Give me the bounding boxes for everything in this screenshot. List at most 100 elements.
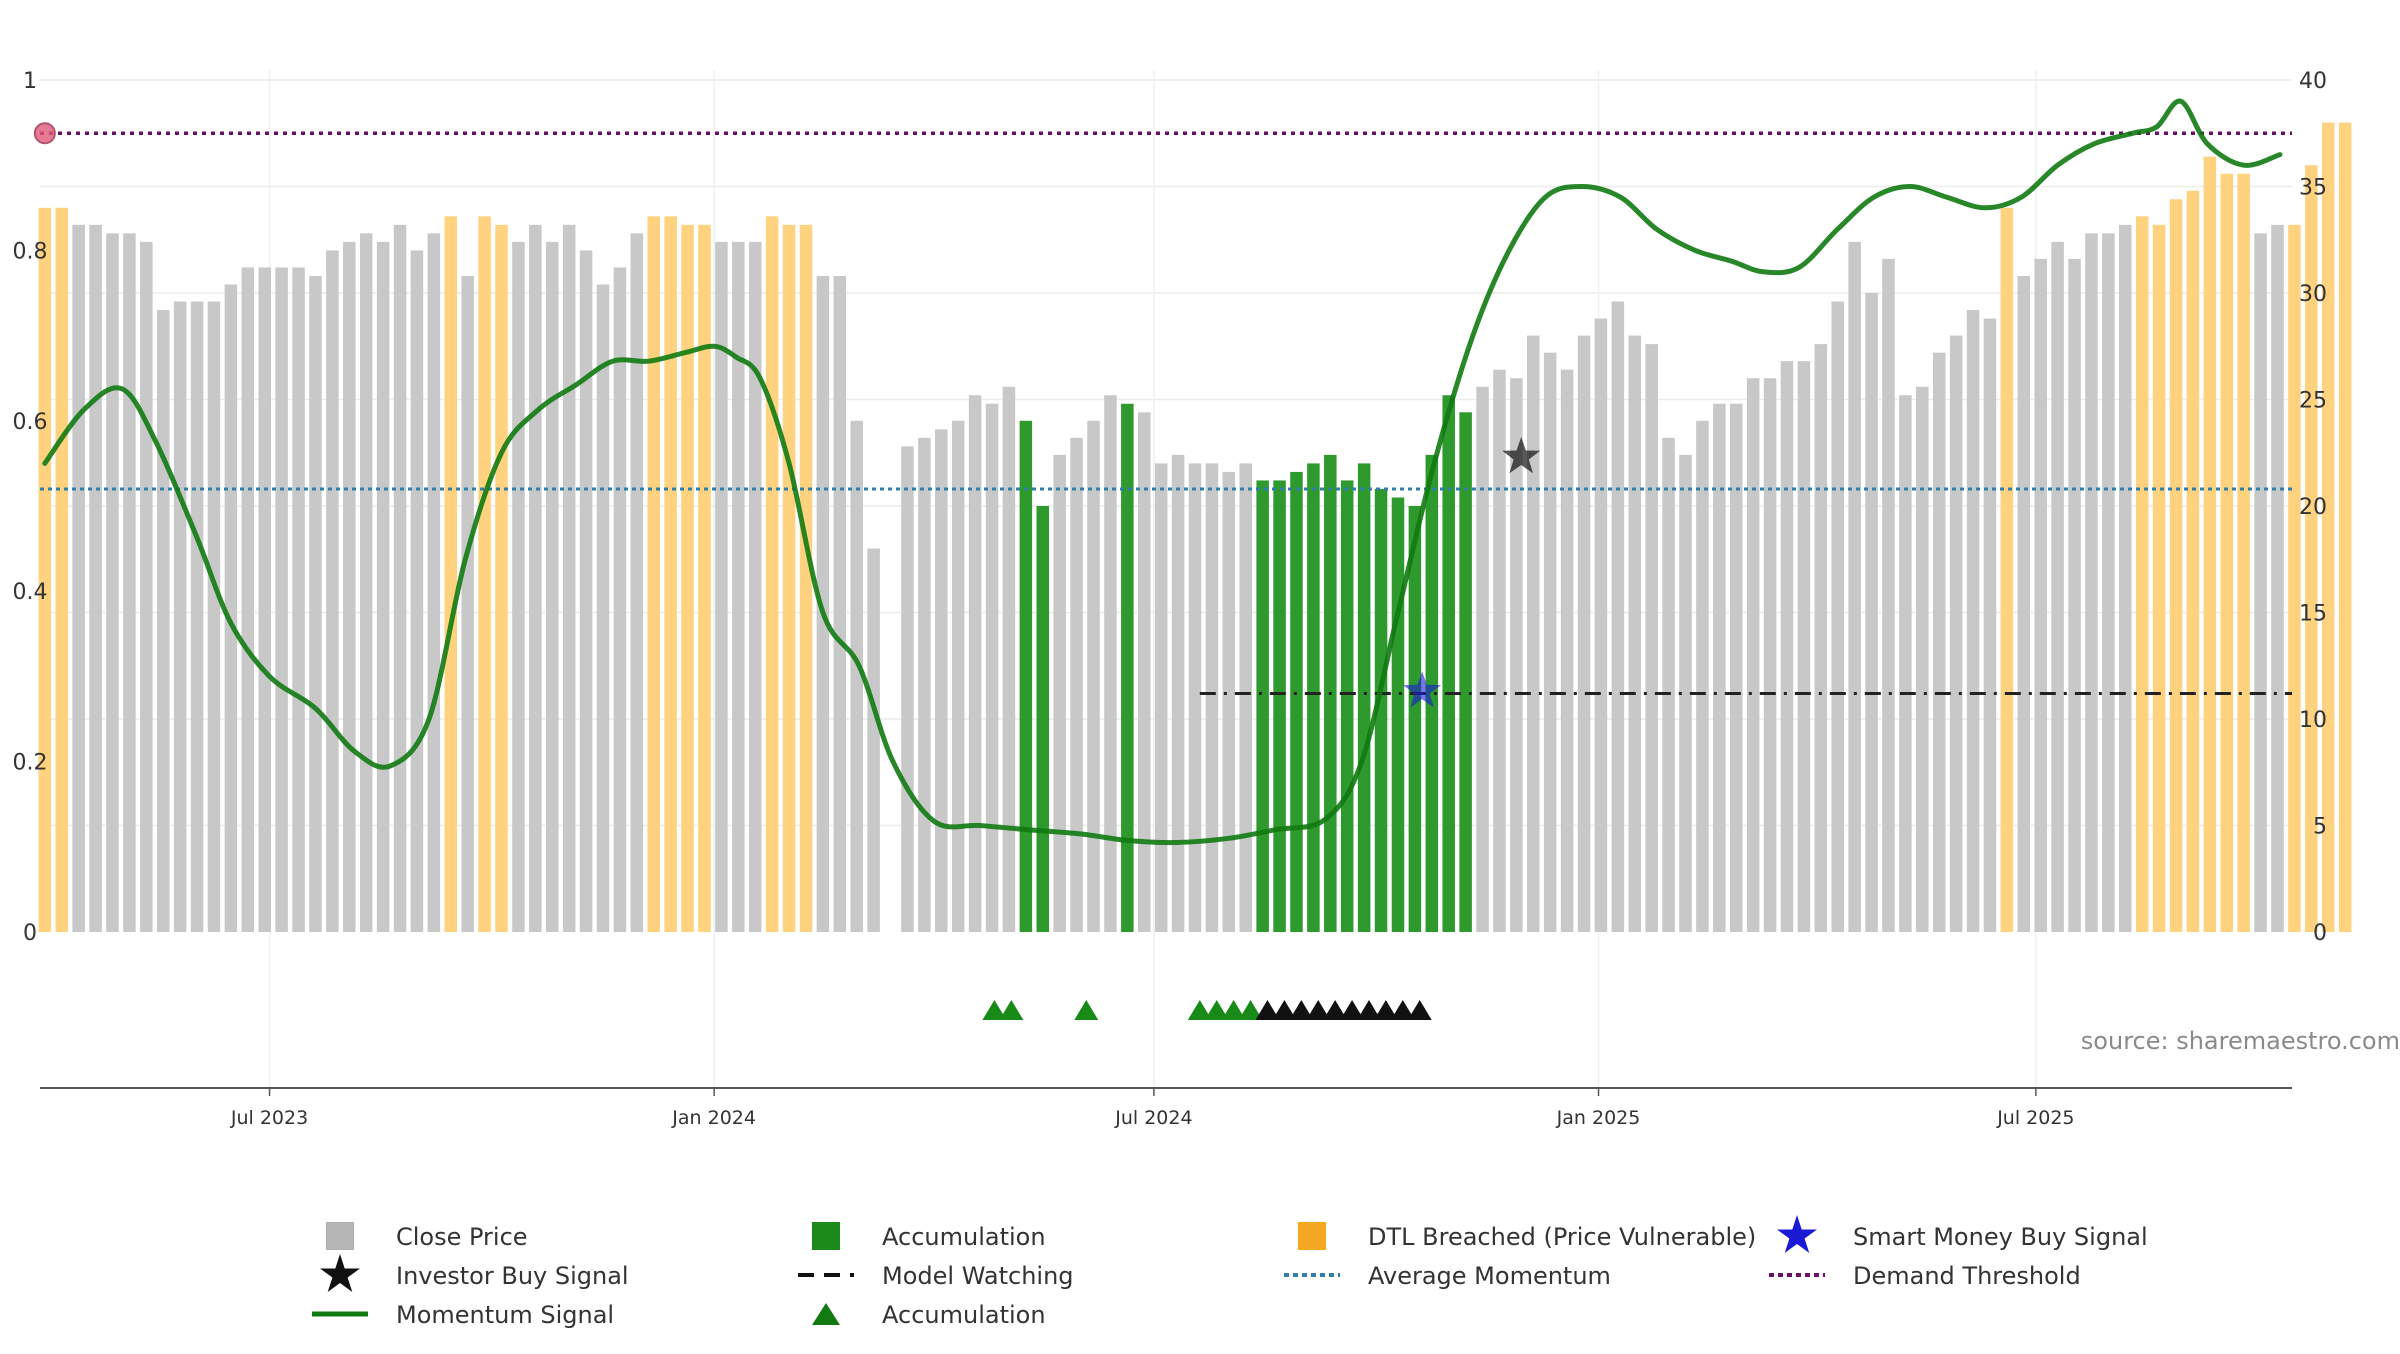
close-price-bar	[1865, 293, 1878, 932]
watching-triangle	[1407, 1000, 1432, 1020]
close-price-bar	[867, 548, 880, 932]
close-price-bar	[2254, 233, 2267, 933]
close-price-bar	[918, 437, 931, 932]
close-price-bar	[1594, 318, 1608, 932]
x-tick-label: Jul 2025	[1996, 1107, 2074, 1129]
close-price-bar	[1729, 403, 1743, 932]
close-price-bar	[1645, 344, 1658, 932]
x-tick-label: Jul 2024	[1114, 1107, 1192, 1129]
close-price-bar	[1273, 480, 1286, 932]
legend-item: Momentum Signal	[312, 1301, 614, 1329]
close-price-bar	[224, 284, 238, 933]
close-price-bar	[1831, 301, 1844, 932]
close-price-bar	[546, 241, 559, 932]
x-tick-label: Jan 2024	[671, 1107, 756, 1129]
close-price-bar	[1510, 378, 1523, 932]
close-price-bar	[1797, 361, 1811, 932]
y-left-tick-label: 0.6	[13, 410, 48, 435]
legend-item: Smart Money Buy Signal	[1777, 1215, 2148, 1253]
watching-triangle	[1272, 1000, 1297, 1020]
close-price-bar	[2051, 241, 2064, 932]
close-price-bar	[2220, 173, 2234, 933]
close-price-bar	[1053, 454, 1066, 932]
close-price-bar	[1239, 463, 1252, 932]
close-price-bar	[1442, 395, 1455, 932]
close-price-bar	[2338, 122, 2352, 933]
close-price-bar	[2000, 207, 2014, 933]
watching-triangle	[1289, 1000, 1314, 1020]
close-price-bar	[275, 267, 288, 932]
close-price-bar	[207, 301, 221, 932]
legend-swatch-square	[812, 1222, 840, 1250]
y-right-tick-label: 15	[2299, 602, 2327, 627]
close-price-bar	[1205, 463, 1219, 932]
accumulation-triangle	[1074, 1000, 1099, 1020]
close-price-bar	[1493, 369, 1506, 932]
x-tick-label: Jan 2025	[1556, 1107, 1641, 1129]
close-price-bar	[55, 207, 69, 933]
legend-swatch-triangle	[812, 1303, 840, 1325]
legend-layer: Close Price Accumulation DTL Breached (Pri…	[312, 1215, 2148, 1329]
close-price-bar	[2169, 199, 2183, 932]
close-price-bar	[985, 403, 999, 932]
close-price-bar	[2237, 173, 2250, 933]
close-price-bar	[1814, 344, 1828, 932]
y-right-tick-label: 20	[2299, 495, 2327, 520]
close-price-bar	[2271, 224, 2284, 933]
close-price-bar	[1662, 437, 1675, 932]
close-price-bar	[1679, 454, 1692, 932]
close-price-bar	[89, 224, 102, 933]
close-price-bar	[512, 241, 525, 932]
legend-swatch-square	[326, 1222, 354, 1250]
y-left-tick-label: 0	[23, 921, 37, 946]
watching-triangle	[1340, 1000, 1365, 1020]
close-price-bar	[2305, 165, 2318, 932]
close-price-bar	[241, 267, 255, 932]
close-price-bar	[1002, 386, 1016, 933]
close-price-bar	[140, 241, 153, 932]
close-price-bar	[1307, 463, 1320, 932]
close-price-bar	[2085, 233, 2098, 933]
close-price-bar	[1036, 506, 1050, 932]
close-price-bar	[1983, 318, 1997, 932]
watching-triangle	[1323, 1000, 1348, 1020]
legend-label: Demand Threshold	[1853, 1262, 2081, 1290]
marker-layer	[33, 122, 1541, 1020]
y-left-tick-label: 1	[23, 69, 37, 94]
smart-money-buy-star	[1403, 671, 1442, 708]
close-price-bar	[1374, 488, 1388, 932]
close-price-bar	[1340, 480, 1354, 932]
legend-label: Momentum Signal	[396, 1301, 614, 1329]
close-price-bar	[2203, 156, 2217, 932]
legend-label: DTL Breached (Price Vulnerable)	[1368, 1223, 1756, 1251]
close-price-bar	[1459, 412, 1472, 932]
close-price-bar	[1916, 386, 1929, 933]
close-price-bar	[630, 233, 644, 933]
close-price-bar	[799, 224, 813, 933]
close-price-bar	[393, 224, 407, 933]
close-price-bar	[309, 275, 322, 933]
close-price-bar	[1611, 301, 1625, 932]
close-price-bar	[1560, 369, 1574, 932]
close-price-bar	[782, 224, 796, 933]
close-price-bar	[1121, 403, 1134, 932]
close-price-bar	[1087, 420, 1100, 932]
legend-item: Demand Threshold	[1769, 1262, 2081, 1290]
accumulation-triangle	[1204, 1000, 1229, 1020]
close-price-bar	[1137, 412, 1151, 932]
close-price-bar	[1696, 420, 1709, 932]
legend-item: Accumulation	[812, 1301, 1046, 1329]
close-price-bar	[376, 241, 390, 932]
close-price-bar	[1882, 258, 1895, 932]
close-price-bar	[444, 216, 458, 932]
y-right-tick-label: 10	[2299, 708, 2327, 733]
y-right-tick-label: 0	[2313, 921, 2327, 946]
close-price-bar	[732, 241, 745, 932]
close-price-bar	[529, 224, 542, 933]
close-price-bar	[1628, 335, 1642, 933]
legend-label: Accumulation	[882, 1301, 1046, 1329]
close-price-bar	[765, 216, 779, 932]
x-tick-label: Jul 2023	[230, 1107, 308, 1129]
close-price-bar	[2119, 224, 2132, 933]
